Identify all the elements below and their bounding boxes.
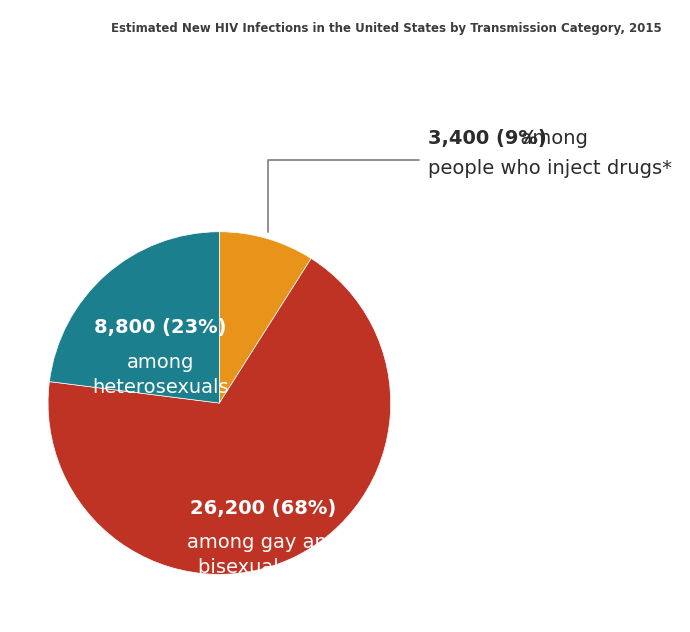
- Text: Estimated New HIV Infections in the United States by Transmission Category, 2015: Estimated New HIV Infections in the Unit…: [111, 22, 662, 35]
- Text: 26,200 (68%): 26,200 (68%): [190, 499, 336, 518]
- Wedge shape: [219, 232, 311, 403]
- Wedge shape: [48, 258, 391, 574]
- Text: among: among: [508, 129, 588, 148]
- Text: 3,400 (9%): 3,400 (9%): [428, 129, 547, 148]
- Text: among gay and
bisexual men: among gay and bisexual men: [187, 508, 339, 577]
- Text: people who inject drugs*: people who inject drugs*: [428, 159, 672, 178]
- Wedge shape: [50, 232, 219, 403]
- Text: 8,800 (23%): 8,800 (23%): [95, 318, 227, 337]
- Text: among
heterosexuals: among heterosexuals: [92, 327, 229, 397]
